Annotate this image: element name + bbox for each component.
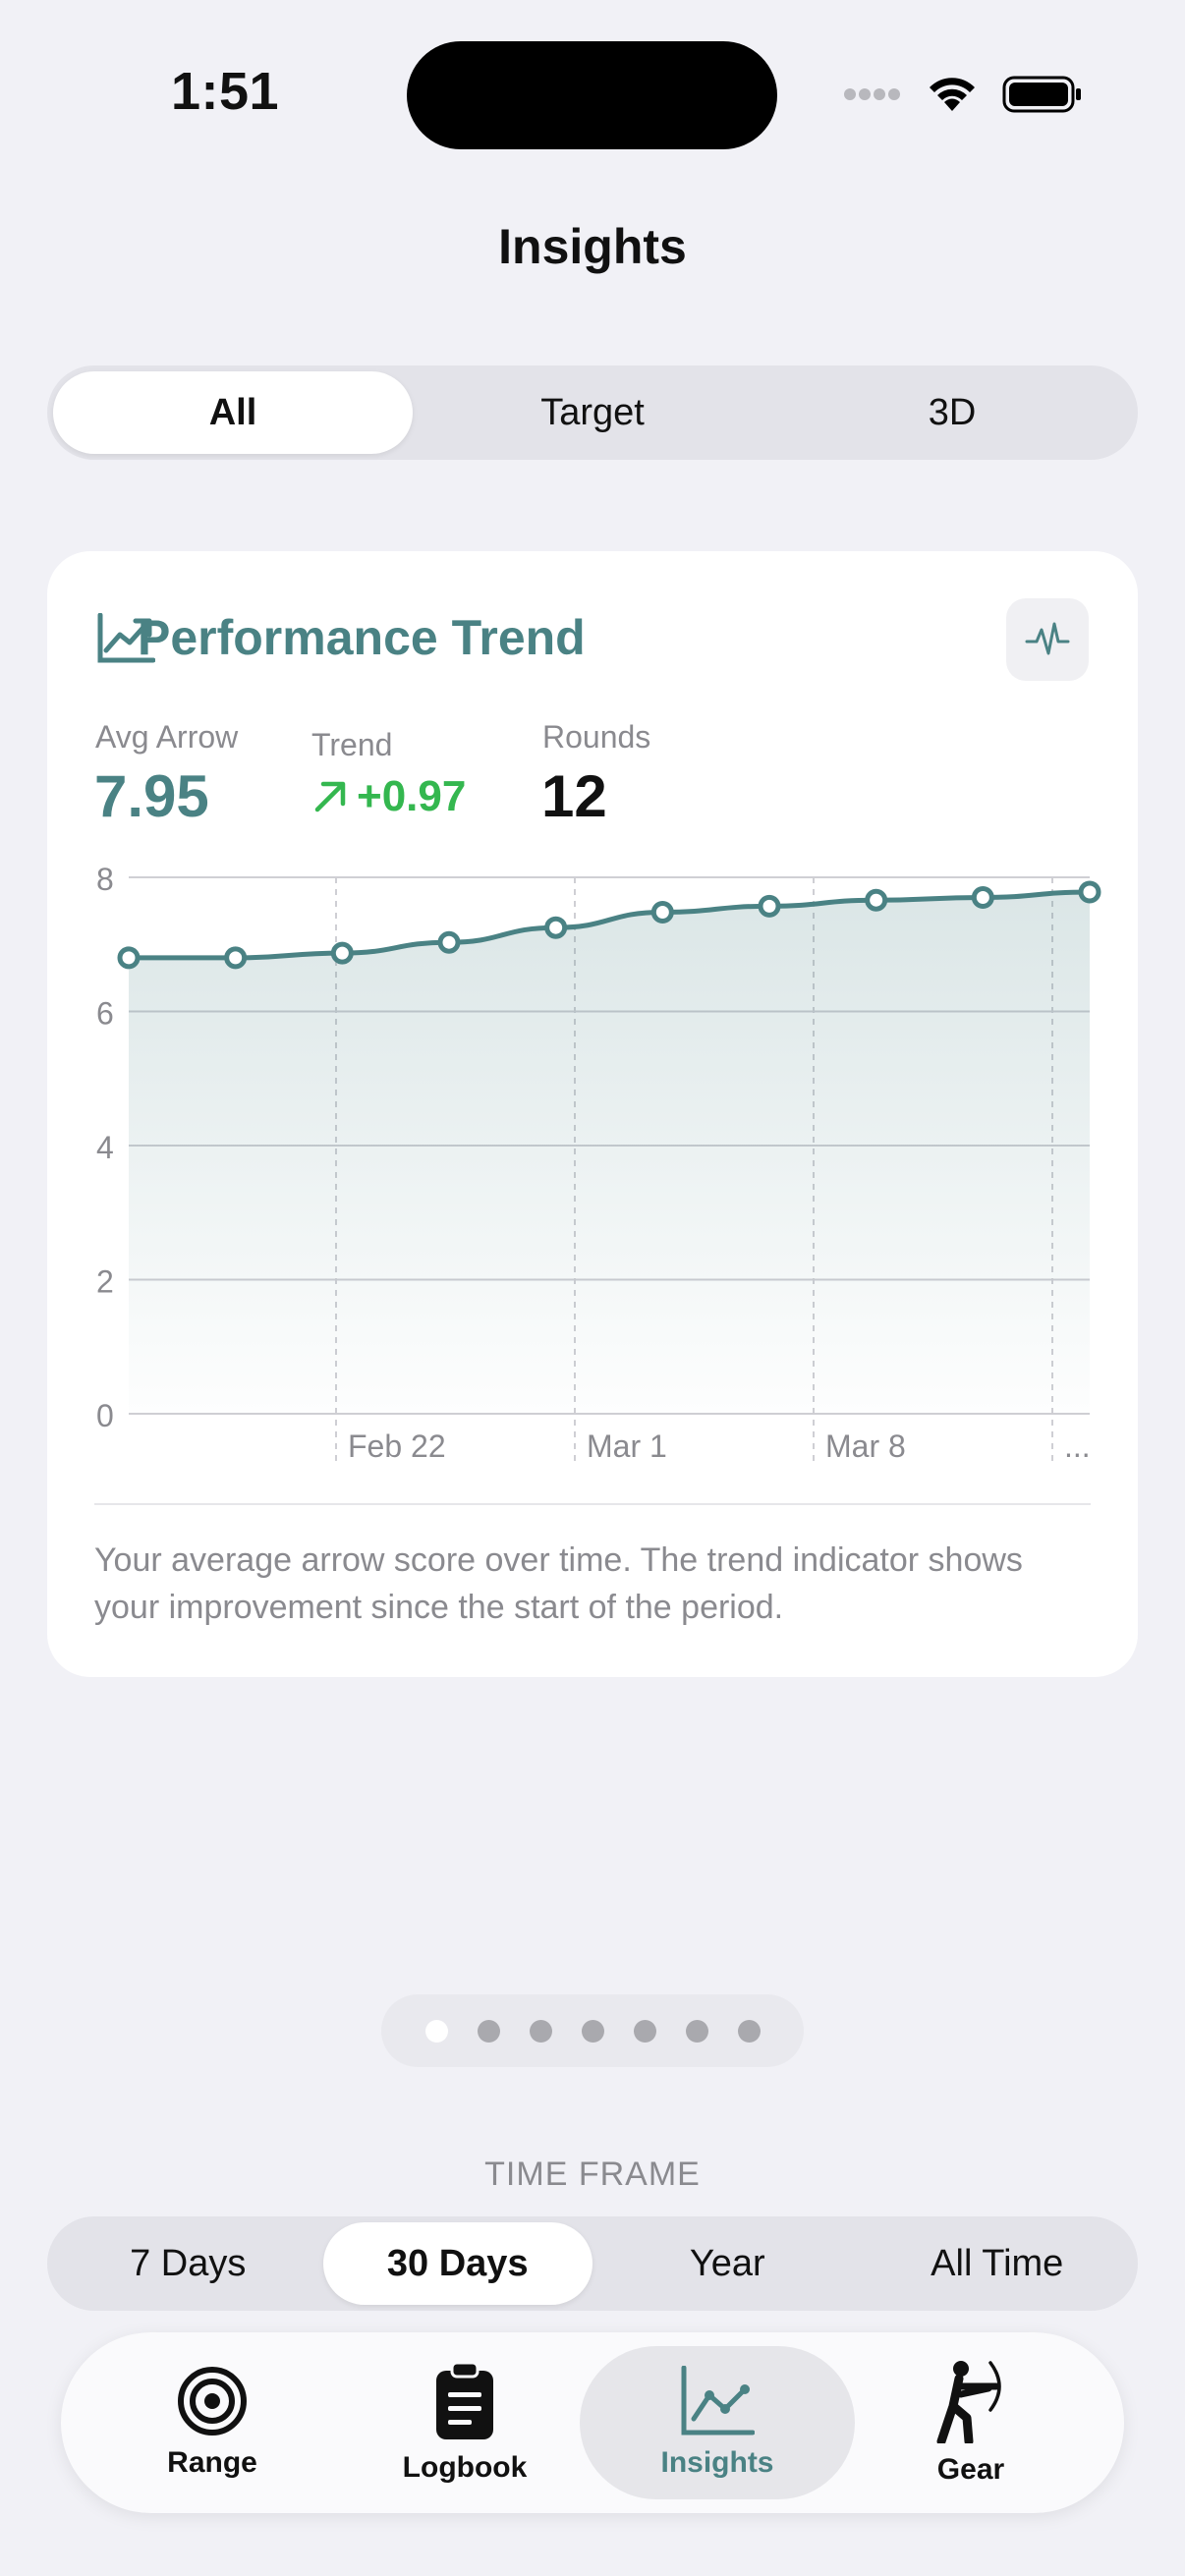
y-tick-label: 0 bbox=[96, 1398, 114, 1433]
x-tick-label: ... bbox=[1064, 1428, 1091, 1464]
trend-chart-icon bbox=[97, 613, 155, 663]
tab-insights[interactable]: Insights bbox=[580, 2346, 855, 2499]
data-point bbox=[650, 900, 674, 924]
avg-arrow-label: Avg Arrow bbox=[95, 719, 239, 755]
timeframe-year[interactable]: Year bbox=[689, 2242, 765, 2284]
page-dot[interactable] bbox=[685, 2019, 708, 2043]
data-point bbox=[437, 930, 461, 954]
trend-value: +0.97 bbox=[357, 772, 467, 820]
status-time: 1:51 bbox=[171, 62, 280, 121]
rounds-value: 12 bbox=[541, 763, 607, 829]
x-tick-label: Mar 8 bbox=[825, 1428, 906, 1464]
page-dot[interactable] bbox=[581, 2019, 604, 2043]
page-title: Insights bbox=[498, 219, 687, 274]
signal-icon bbox=[844, 88, 900, 100]
x-tick-label: Feb 22 bbox=[348, 1428, 446, 1464]
dynamic-island bbox=[407, 41, 777, 149]
area-fill bbox=[129, 892, 1090, 1414]
y-tick-label: 8 bbox=[96, 862, 114, 897]
chart-mode-button[interactable] bbox=[1006, 598, 1089, 681]
y-tick-label: 6 bbox=[96, 996, 114, 1032]
avg-arrow-value: 7.95 bbox=[94, 763, 209, 829]
tab-gear-label: Gear bbox=[936, 2453, 1005, 2486]
timeframe-segmented-control: 7 Days 30 Days Year All Time bbox=[47, 2216, 1138, 2311]
tab-logbook[interactable]: Logbook bbox=[327, 2346, 602, 2499]
wifi-icon bbox=[930, 78, 975, 111]
page-dot[interactable] bbox=[737, 2019, 761, 2043]
tab-insights-label: Insights bbox=[660, 2446, 774, 2479]
data-point bbox=[117, 946, 141, 970]
chart-icon bbox=[681, 2366, 755, 2436]
card-title: Performance Trend bbox=[138, 610, 586, 665]
clipboard-icon bbox=[436, 2361, 493, 2439]
trend-label: Trend bbox=[311, 727, 393, 762]
data-point bbox=[1078, 880, 1101, 904]
data-point bbox=[544, 916, 568, 939]
waveform-icon bbox=[1025, 622, 1070, 655]
arrow-up-right-icon bbox=[314, 781, 346, 812]
performance-chart[interactable]: 0 2 4 6 8 Feb 22 Mar 1 Mar 8... bbox=[0, 0, 1185, 1493]
battery-icon bbox=[1002, 76, 1081, 113]
status-icons bbox=[843, 75, 1083, 114]
tab-range-label: Range bbox=[167, 2446, 257, 2479]
series-line bbox=[126, 889, 1093, 961]
y-tick-label: 4 bbox=[96, 1130, 114, 1165]
tab-range[interactable]: Range bbox=[75, 2346, 350, 2499]
trend-value-group: +0.97 bbox=[311, 772, 466, 821]
y-tick-label: 2 bbox=[96, 1264, 114, 1300]
page-dot[interactable] bbox=[477, 2019, 500, 2043]
data-point bbox=[971, 885, 994, 909]
timeframe-all-time[interactable]: All Time bbox=[931, 2242, 1064, 2284]
card-divider bbox=[94, 1503, 1091, 1505]
page-dot[interactable] bbox=[529, 2019, 552, 2043]
data-point bbox=[865, 888, 888, 912]
data-point bbox=[758, 894, 781, 918]
filter-3d[interactable]: 3D bbox=[928, 391, 977, 433]
filter-target[interactable]: Target bbox=[540, 391, 645, 433]
rounds-label: Rounds bbox=[542, 719, 651, 755]
page-dot[interactable] bbox=[633, 2019, 656, 2043]
data-point bbox=[224, 946, 248, 970]
filter-segmented-control: All Target 3D bbox=[47, 365, 1138, 460]
tab-logbook-label: Logbook bbox=[402, 2451, 528, 2484]
timeframe-30-days[interactable]: 30 Days bbox=[322, 2222, 592, 2305]
tab-gear[interactable]: Gear bbox=[833, 2346, 1108, 2499]
data-point bbox=[330, 941, 354, 965]
timeframe-7-days[interactable]: 7 Days bbox=[130, 2242, 247, 2284]
page-dot[interactable] bbox=[424, 2019, 448, 2043]
target-icon bbox=[178, 2367, 247, 2436]
card-description: Your average arrow score over time. The … bbox=[94, 1541, 1023, 1626]
filter-all[interactable]: All bbox=[53, 371, 413, 454]
archer-icon bbox=[936, 2361, 1001, 2443]
timeframe-label: TIME FRAME bbox=[484, 2156, 701, 2193]
x-tick-label: Mar 1 bbox=[587, 1428, 667, 1464]
page-indicator[interactable] bbox=[381, 1994, 804, 2067]
